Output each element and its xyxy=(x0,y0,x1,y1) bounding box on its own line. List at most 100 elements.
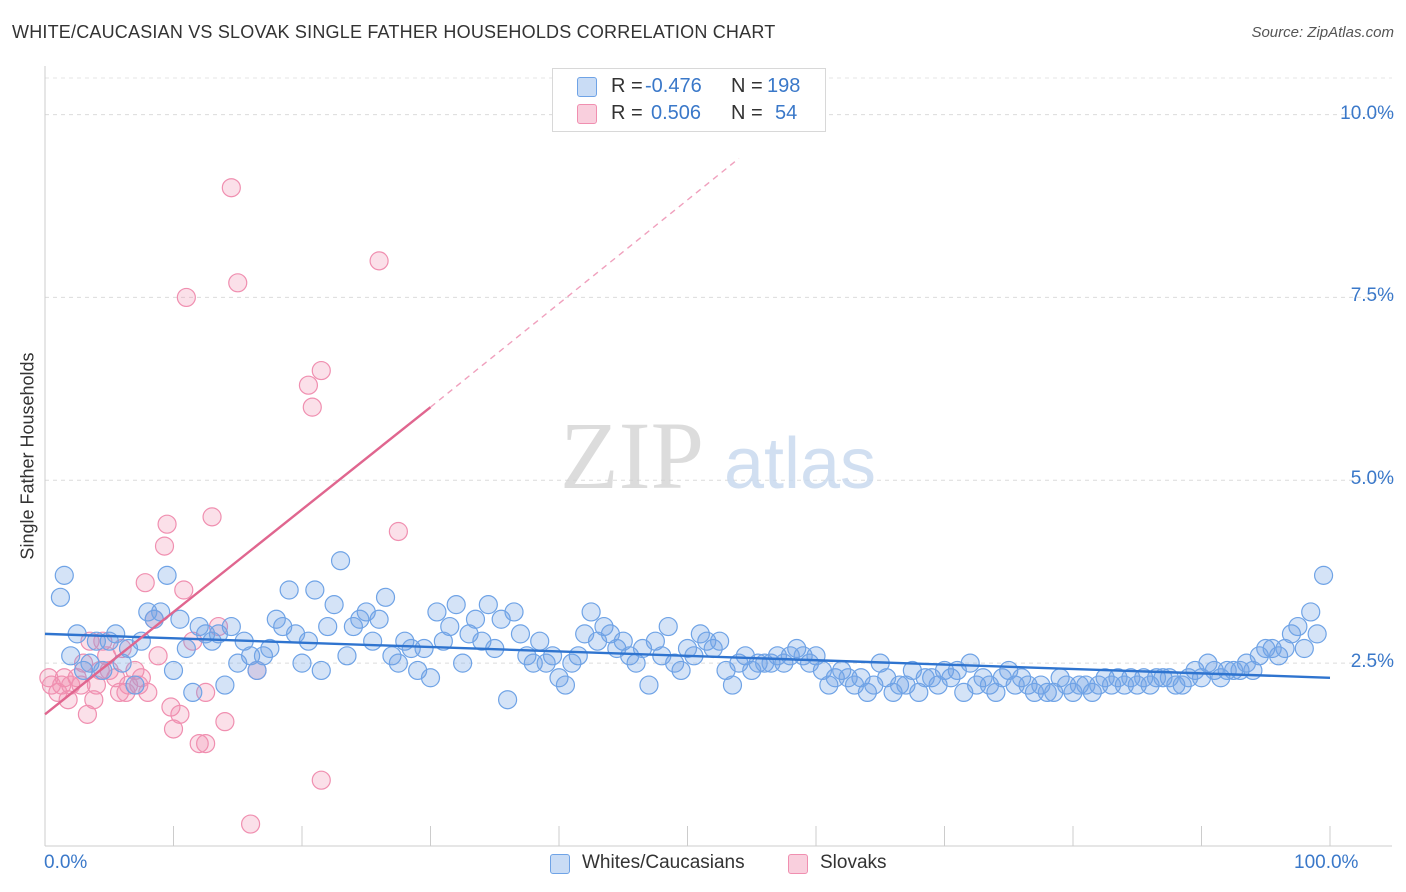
whites-point xyxy=(170,609,190,629)
whites-point xyxy=(658,616,678,637)
watermark: ZIP atlas xyxy=(560,402,876,509)
whites-point xyxy=(1082,682,1102,703)
whites-point xyxy=(189,616,209,637)
legend-n-value: 198 xyxy=(767,75,801,97)
whites-point xyxy=(639,675,659,695)
whites-point xyxy=(292,653,312,673)
legend-r-label: R = xyxy=(611,102,643,124)
whites-point xyxy=(1313,565,1334,585)
legend-swatch-whites xyxy=(550,854,570,874)
whites-point xyxy=(478,595,498,615)
whites-point xyxy=(1198,653,1218,673)
slovaks-point xyxy=(196,733,216,754)
legend-swatch-slovaks xyxy=(788,854,808,874)
x-tick-label: 0.0% xyxy=(44,852,88,873)
whites-point xyxy=(1011,668,1032,688)
watermark-atlas: atlas xyxy=(724,424,876,504)
slovaks-trend-extension xyxy=(430,157,740,408)
whites-point xyxy=(266,609,286,629)
whites-point xyxy=(710,631,730,651)
x-tick-label: 100.0% xyxy=(1294,852,1359,873)
whites-point xyxy=(857,682,878,703)
chart-title: WHITE/CAUCASIAN VS SLOVAK SINGLE FATHER … xyxy=(12,22,776,42)
whites-point xyxy=(440,616,460,637)
whites-point xyxy=(343,616,363,637)
whites-point xyxy=(1301,602,1321,622)
whites-point xyxy=(1268,646,1289,666)
series-whites xyxy=(50,551,1334,710)
legend-r-value: -0.476 xyxy=(645,75,702,97)
whites-point xyxy=(787,638,807,659)
whites-point xyxy=(889,675,910,695)
legend-r-value: 0.506 xyxy=(651,102,702,124)
whites-point xyxy=(562,653,582,673)
slovaks-point xyxy=(221,178,241,198)
whites-point xyxy=(453,653,473,673)
slovaks-point xyxy=(298,375,319,395)
slovaks-point xyxy=(369,251,389,271)
whites-point xyxy=(157,565,177,585)
y-axis-label: Single Father Households xyxy=(17,352,38,560)
correlation-legend: R = -0.476 N = 198 R = 0.506 N = 54 xyxy=(552,68,826,132)
whites-point xyxy=(530,631,550,651)
whites-point xyxy=(73,660,94,681)
whites-point xyxy=(260,638,280,659)
slovaks-point xyxy=(176,287,196,308)
legend-row-slovaks: R = 0.506 N = 54 xyxy=(553,102,825,126)
slovaks-trend-line xyxy=(44,406,432,716)
whites-point xyxy=(549,668,569,688)
whites-point xyxy=(318,616,338,637)
whites-point xyxy=(202,631,222,651)
whites-point xyxy=(221,616,241,637)
slovaks-point xyxy=(135,573,155,593)
y-tick-label: 10.0% xyxy=(1340,102,1394,124)
whites-point xyxy=(305,580,325,600)
whites-point xyxy=(176,638,196,659)
slovaks-point xyxy=(311,360,331,381)
slovaks-point xyxy=(228,273,248,293)
whites-point xyxy=(465,609,486,629)
whites-point xyxy=(1294,638,1314,659)
whites-point xyxy=(61,646,81,666)
whites-point xyxy=(375,587,396,607)
whites-point xyxy=(215,675,235,695)
whites-point xyxy=(504,602,524,622)
legend-label-whites: Whites/Caucasians xyxy=(582,852,745,873)
legend-row-whites: R = -0.476 N = 198 xyxy=(553,75,825,99)
slovaks-point xyxy=(154,536,175,556)
slovaks-point xyxy=(311,770,331,790)
slovaks-point xyxy=(241,814,261,834)
whites-point xyxy=(50,587,71,607)
whites-trend-line xyxy=(44,632,1331,679)
whites-point xyxy=(568,646,588,666)
legend-n-label: N = xyxy=(731,102,763,124)
whites-point xyxy=(446,595,466,615)
slovaks-point xyxy=(157,514,177,534)
whites-point xyxy=(54,565,74,585)
whites-point xyxy=(941,668,961,688)
whites-point xyxy=(555,675,576,695)
whites-point xyxy=(363,631,383,651)
legend-n-label: N = xyxy=(731,75,763,97)
whites-point xyxy=(677,638,698,659)
whites-point xyxy=(414,638,434,659)
trend-layer xyxy=(44,157,1331,716)
whites-point xyxy=(298,631,319,651)
legend-n-value: 54 xyxy=(775,102,798,124)
whites-point xyxy=(536,653,556,673)
whites-point xyxy=(350,609,370,629)
legend-label-slovaks: Slovaks xyxy=(820,852,887,873)
slovaks-point xyxy=(388,521,408,542)
y-tick-label: 2.5% xyxy=(1350,651,1394,673)
whites-point xyxy=(420,668,441,688)
whites-point xyxy=(510,624,531,644)
whites-point xyxy=(1037,682,1057,703)
legend-swatch-slovaks xyxy=(577,104,597,124)
whites-point xyxy=(369,609,389,629)
whites-point xyxy=(1288,616,1308,637)
grid-lines xyxy=(45,77,1392,664)
whites-point xyxy=(163,660,184,681)
slovaks-point xyxy=(148,646,168,666)
slovaks-point xyxy=(84,690,104,710)
